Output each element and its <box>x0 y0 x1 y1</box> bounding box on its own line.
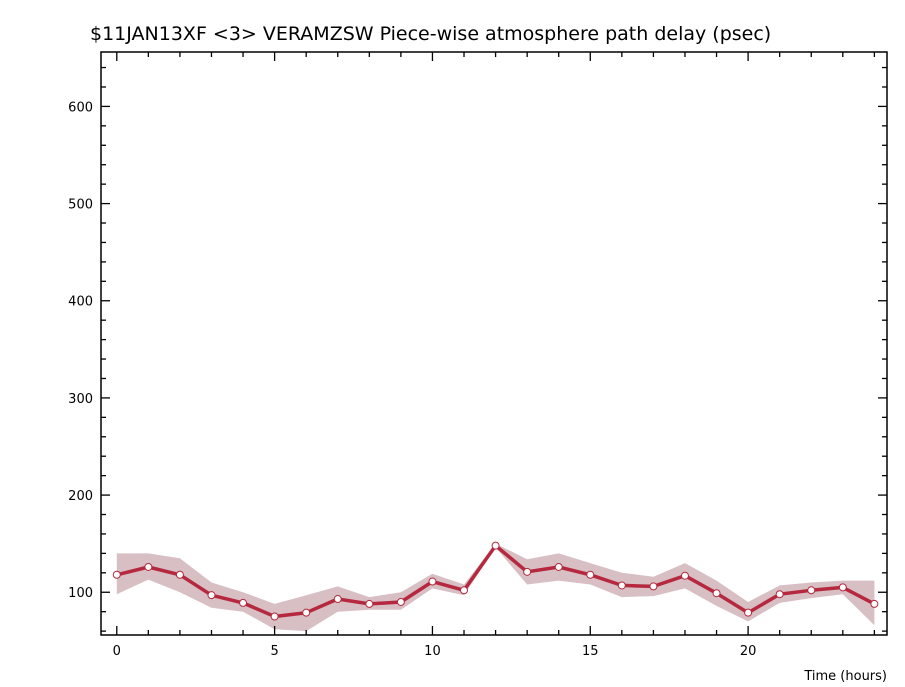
data-point <box>175 570 184 579</box>
chart-title: $11JAN13XF <3> VERAMZSW Piece-wise atmos… <box>90 23 771 45</box>
x-axis-label: Time (hours) <box>803 669 887 684</box>
y-tick-label: 200 <box>68 489 93 504</box>
data-point <box>428 577 437 586</box>
y-tick-label: 500 <box>68 198 93 213</box>
data-point <box>333 595 342 604</box>
x-tick-label: 0 <box>113 644 121 659</box>
error-band <box>116 543 875 632</box>
x-tick-label: 15 <box>582 644 599 659</box>
data-point <box>144 562 153 571</box>
data-point <box>112 570 121 579</box>
y-tick-label: 400 <box>68 295 93 310</box>
data-point <box>523 567 532 576</box>
data-point <box>649 582 658 591</box>
data-point <box>617 581 626 590</box>
data-point <box>491 541 500 550</box>
data-point <box>554 562 563 571</box>
x-tick-label: 20 <box>740 644 757 659</box>
data-point <box>744 608 753 617</box>
data-point <box>775 590 784 599</box>
data-point <box>680 571 689 580</box>
plot-frame <box>100 51 888 636</box>
data-point <box>207 591 216 600</box>
x-tick-label: 5 <box>270 644 278 659</box>
data-point <box>870 599 879 608</box>
data-point <box>270 612 279 621</box>
data-point <box>396 597 405 606</box>
data-point <box>838 583 847 592</box>
x-tick-label: 10 <box>424 644 441 659</box>
y-tick-label: 100 <box>68 586 93 601</box>
data-point <box>586 570 595 579</box>
y-tick-label: 600 <box>68 100 93 115</box>
data-point-layer <box>112 541 879 621</box>
data-point <box>239 598 248 607</box>
y-tick-label: 300 <box>68 392 93 407</box>
error-band-layer <box>116 543 875 632</box>
axes: 0 5 10 15 20 100 200 300 400 500 600 <box>68 51 888 659</box>
data-point <box>365 599 374 608</box>
data-point <box>712 589 721 598</box>
data-point <box>460 586 469 595</box>
data-point <box>807 586 816 595</box>
data-point <box>302 608 311 617</box>
